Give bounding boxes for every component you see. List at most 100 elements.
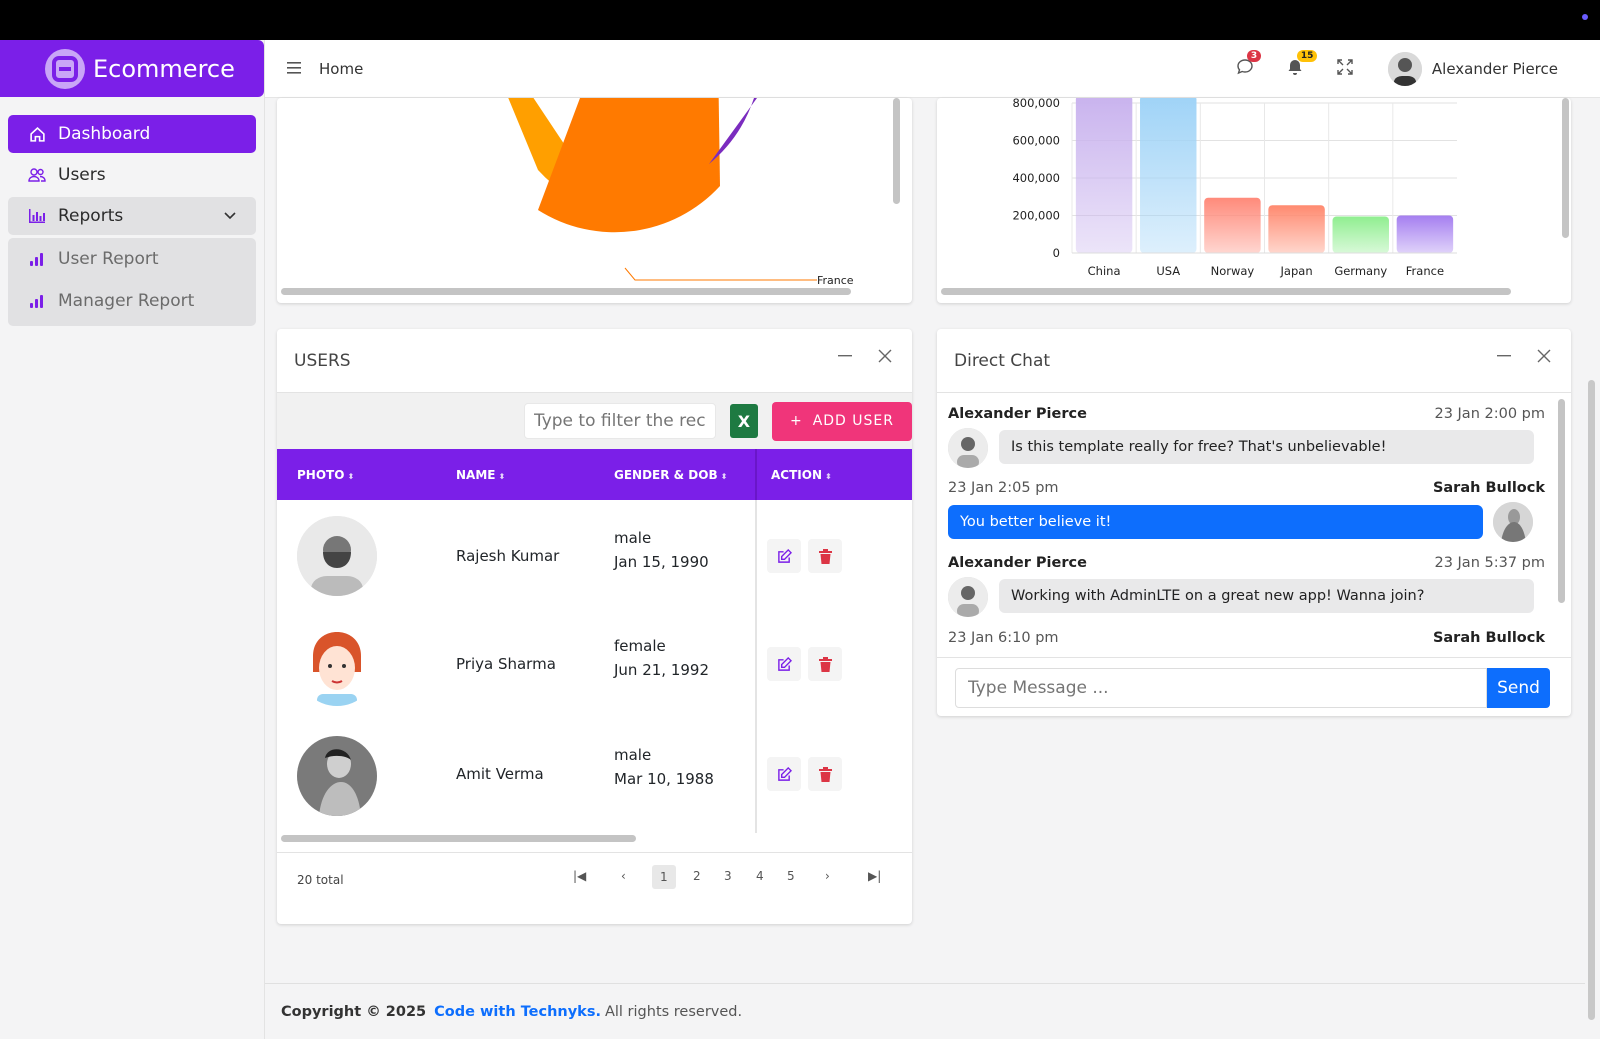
vertical-scrollbar[interactable] xyxy=(893,98,900,204)
trash-icon xyxy=(818,548,832,564)
trash-icon xyxy=(818,766,832,782)
filter-input[interactable] xyxy=(523,403,716,439)
sender-name: Sarah Bullock xyxy=(1432,480,1545,496)
page-scrollbar[interactable] xyxy=(1588,380,1595,1020)
sidebar-item-reports[interactable]: Reports xyxy=(8,197,256,235)
prev-page-icon[interactable]: ‹ xyxy=(621,869,626,883)
x-tick-label: France xyxy=(1406,264,1444,278)
bar-norway xyxy=(1204,197,1261,253)
table-footer: 20 total |◀ ‹ 1 2 3 4 5 › ▶| xyxy=(277,852,912,907)
sender-name: Alexander Pierce xyxy=(948,555,1087,571)
menu-toggle-icon[interactable] xyxy=(287,59,301,78)
user-name-cell: Priya Sharma xyxy=(456,655,556,673)
brand[interactable]: Ecommerce xyxy=(0,40,264,97)
chat-card-header: Direct Chat xyxy=(937,329,1571,393)
plus-icon: + xyxy=(789,413,803,429)
sidebar-item-label: Reports xyxy=(58,206,124,226)
y-tick-label: 200,000 xyxy=(1012,209,1060,223)
chat-message: 23 Jan 6:10 pm Sarah Bullock xyxy=(948,630,1545,646)
notifications-button[interactable]: 15 xyxy=(1270,50,1320,80)
table-row: Amit Verma male Mar 10, 1988 xyxy=(277,720,912,830)
total-count: 20 total xyxy=(297,873,344,887)
vertical-scrollbar[interactable] xyxy=(1562,98,1569,238)
page-1[interactable]: 1 xyxy=(652,865,676,889)
page-3[interactable]: 3 xyxy=(724,869,732,883)
messages-badge: 3 xyxy=(1246,50,1262,62)
users-icon xyxy=(28,166,46,184)
user-menu[interactable]: Alexander Pierce xyxy=(1387,52,1558,86)
table-horizontal-scrollbar[interactable] xyxy=(281,835,636,842)
bar-japan xyxy=(1268,205,1325,253)
page-2[interactable]: 2 xyxy=(693,869,701,883)
sidebar-item-dashboard[interactable]: Dashboard xyxy=(8,115,256,153)
bar-usa xyxy=(1140,98,1197,253)
page-5[interactable]: 5 xyxy=(787,869,795,883)
sort-icon: ⬍ xyxy=(825,472,832,481)
chevron-down-icon xyxy=(222,207,238,228)
pie-chart: France xyxy=(508,98,854,287)
delete-button[interactable] xyxy=(808,757,842,791)
horizontal-scrollbar[interactable] xyxy=(941,288,1511,295)
edit-button[interactable] xyxy=(767,757,801,791)
sidebar-item-user-report[interactable]: User Report xyxy=(8,240,256,278)
fullscreen-button[interactable] xyxy=(1320,59,1370,79)
send-button[interactable]: Send xyxy=(1487,668,1550,708)
chat-card-title: Direct Chat xyxy=(954,350,1051,371)
message-bubble: You better believe it! xyxy=(948,505,1483,539)
excel-export-icon[interactable]: X xyxy=(729,404,758,438)
bell-icon xyxy=(1286,58,1304,80)
top-navbar: Home 3 15 Alexander Pierce xyxy=(265,40,1600,98)
next-page-icon[interactable]: › xyxy=(825,869,830,883)
horizontal-scrollbar[interactable] xyxy=(281,288,851,295)
messages-button[interactable]: 3 xyxy=(1220,50,1270,80)
y-tick-label: 600,000 xyxy=(1012,134,1060,148)
chat-scrollbar[interactable] xyxy=(1558,399,1565,603)
edit-button[interactable] xyxy=(767,647,801,681)
close-icon[interactable] xyxy=(1537,347,1551,368)
add-user-label: ADD USER xyxy=(812,413,894,429)
pie-label-france: France xyxy=(817,274,854,287)
card-tools xyxy=(1497,347,1551,368)
last-page-icon[interactable]: ▶| xyxy=(868,869,882,883)
edit-icon xyxy=(777,766,792,781)
copyright-text: Copyright © 2025 xyxy=(281,1003,427,1020)
column-header-name[interactable]: NAME ⬍ xyxy=(456,468,506,482)
sidebar-item-label: Dashboard xyxy=(58,124,151,144)
sidebar-item-manager-report[interactable]: Manager Report xyxy=(8,282,256,320)
first-page-icon[interactable]: |◀ xyxy=(573,869,587,883)
window-top-strip xyxy=(0,0,1600,40)
message-time: 23 Jan 2:05 pm xyxy=(948,480,1059,496)
table-row: Rajesh Kumar male Jan 15, 1990 xyxy=(277,500,912,610)
footer-link[interactable]: Code with Technyks. xyxy=(434,1003,601,1020)
delete-button[interactable] xyxy=(808,647,842,681)
sender-avatar xyxy=(948,428,988,468)
pie-slice-2 xyxy=(538,98,720,233)
message-time: 23 Jan 5:37 pm xyxy=(1434,555,1545,571)
chat-message: Alexander Pierce 23 Jan 5:37 pm xyxy=(948,555,1545,571)
sidebar-item-users[interactable]: Users xyxy=(8,156,256,194)
gender-dob-cell: male Jan 15, 1990 xyxy=(614,526,709,574)
status-dot xyxy=(1582,14,1588,20)
signal-icon xyxy=(28,250,46,268)
dob: Jun 21, 1992 xyxy=(614,661,710,679)
bar-china xyxy=(1075,98,1133,253)
message-input[interactable] xyxy=(955,668,1487,708)
x-tick-label: Norway xyxy=(1211,264,1255,278)
column-header-gender-dob[interactable]: GENDER & DOB ⬍ xyxy=(614,468,728,482)
minimize-icon[interactable] xyxy=(838,347,852,368)
home-link[interactable]: Home xyxy=(319,59,364,78)
page-4[interactable]: 4 xyxy=(756,869,764,883)
sort-icon: ⬍ xyxy=(347,472,355,481)
gender-dob-cell: female Jun 21, 1992 xyxy=(614,634,709,682)
add-user-button[interactable]: + ADD USER xyxy=(771,401,912,441)
edit-button[interactable] xyxy=(767,539,801,573)
navbar-right: 3 15 Alexander Pierce xyxy=(1220,40,1600,98)
minimize-icon[interactable] xyxy=(1497,347,1511,368)
brand-logo-icon xyxy=(45,48,85,89)
close-icon[interactable] xyxy=(878,347,892,368)
delete-button[interactable] xyxy=(808,539,842,573)
message-bubble: Working with AdminLTE on a great new app… xyxy=(999,579,1534,613)
sort-icon: ⬍ xyxy=(720,472,728,481)
column-header-photo[interactable]: PHOTO ⬍ xyxy=(297,468,355,482)
column-header-action[interactable]: ACTION ⬍ xyxy=(771,468,832,482)
